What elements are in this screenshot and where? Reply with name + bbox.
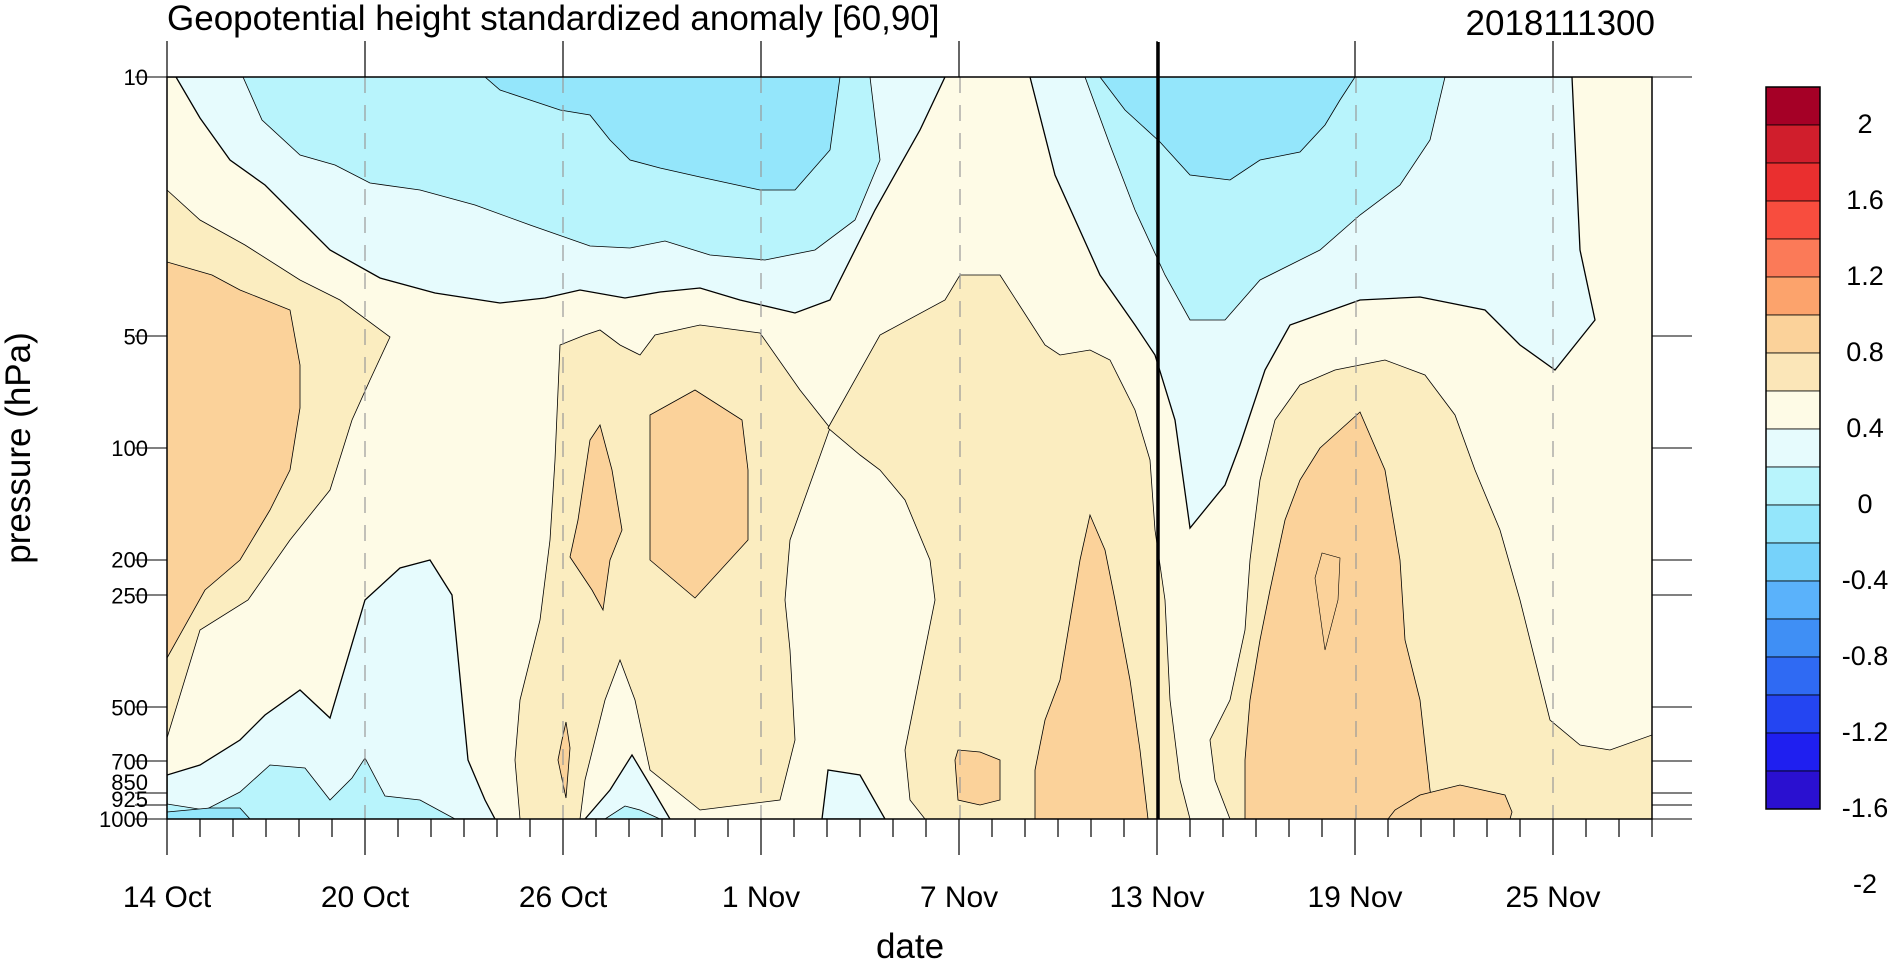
band-neg0.2-lower-left bbox=[167, 559, 496, 819]
band-0.4-peak1 bbox=[569, 424, 623, 612]
colorbar-swatch bbox=[1765, 238, 1821, 278]
band-neg0.2-lower-right bbox=[821, 769, 886, 819]
colorbar-label: 1.6 bbox=[1846, 185, 1884, 215]
x-axis-ticks bbox=[166, 41, 1653, 855]
date-gridlines bbox=[364, 77, 1554, 819]
colorbar-swatch bbox=[1765, 504, 1821, 544]
colorbar-label: -0.8 bbox=[1842, 641, 1889, 671]
colorbar-label: 0.4 bbox=[1846, 413, 1884, 443]
colorbar-swatch bbox=[1765, 162, 1821, 202]
colorbar-swatch bbox=[1765, 694, 1821, 734]
colorbar-swatch bbox=[1765, 390, 1821, 430]
colorbar bbox=[1765, 86, 1821, 810]
x-tick-label: 25 Nov bbox=[1505, 881, 1600, 914]
y-tick-label: 700 bbox=[111, 750, 148, 775]
y-tick-label: 100 bbox=[111, 436, 148, 461]
colorbar-swatch bbox=[1765, 276, 1821, 316]
band-neg0.4-lower-left bbox=[167, 757, 456, 819]
band-0.4-peak5 bbox=[1034, 513, 1149, 819]
colorbar-label: 1.2 bbox=[1846, 261, 1884, 291]
colorbar-swatch bbox=[1765, 428, 1821, 468]
band-neg0.6-lower-left bbox=[167, 807, 251, 819]
x-tick-label: 20 Oct bbox=[321, 881, 410, 914]
colorbar-label: 2 bbox=[1857, 109, 1872, 139]
colorbar-swatch bbox=[1765, 86, 1821, 126]
band-0.4-peak6 bbox=[1244, 411, 1436, 819]
y-tick-label: 10 bbox=[124, 65, 148, 90]
colorbar-swatch bbox=[1765, 124, 1821, 164]
y-tick-label: 1000 bbox=[99, 807, 148, 832]
colorbar-swatch bbox=[1765, 542, 1821, 582]
y-axis-label: pressure (hPa) bbox=[0, 332, 38, 563]
x-axis-tick-labels: 14 Oct 20 Oct 26 Oct 1 Nov 7 Nov 13 Nov 19 Nov… bbox=[123, 881, 1601, 914]
band-0.4-left bbox=[167, 261, 301, 659]
band-0.4-peak2 bbox=[649, 389, 749, 599]
colorbar-frame bbox=[1765, 86, 1821, 810]
band-0.4-peak4 bbox=[954, 749, 1001, 806]
y-tick-label: 850 bbox=[111, 770, 148, 795]
x-tick-label: 13 Nov bbox=[1109, 881, 1204, 914]
band-0.4-peak8 bbox=[1314, 552, 1341, 651]
colorbar-swatch bbox=[1765, 314, 1821, 354]
x-tick-label: 26 Oct bbox=[519, 881, 608, 914]
date-stamp: 2018111300 bbox=[1466, 4, 1655, 43]
y-tick-label: 50 bbox=[124, 324, 148, 349]
colorbar-swatch bbox=[1765, 618, 1821, 658]
colorbar-swatch bbox=[1765, 770, 1821, 810]
colorbar-label: -1.2 bbox=[1842, 717, 1889, 747]
band-0.4-peak3 bbox=[557, 721, 571, 799]
band-neg0.2-lower-mid bbox=[584, 753, 671, 819]
x-axis-label: date bbox=[876, 927, 944, 963]
x-tick-label: 1 Nov bbox=[722, 881, 800, 914]
colorbar-label: -1.6 bbox=[1842, 793, 1889, 823]
colorbar-swatch bbox=[1765, 200, 1821, 240]
contour-field bbox=[167, 77, 1652, 819]
band-neg0.6-upper-left bbox=[484, 77, 841, 191]
colorbar-label: -2 bbox=[1853, 869, 1877, 899]
colorbar-swatch bbox=[1765, 352, 1821, 392]
x-tick-label: 14 Oct bbox=[123, 881, 212, 914]
y-tick-label: 250 bbox=[111, 584, 148, 609]
chart-title: Geopotential height standardized anomaly… bbox=[167, 0, 939, 38]
colorbar-label: 0.8 bbox=[1846, 337, 1884, 367]
y-tick-label: 925 bbox=[111, 787, 148, 812]
plot-frame bbox=[166, 76, 1653, 820]
band-neg0.4-lower-mid bbox=[604, 805, 661, 819]
colorbar-swatch bbox=[1765, 466, 1821, 506]
colorbar-swatch bbox=[1765, 580, 1821, 620]
x-tick-label: 19 Nov bbox=[1307, 881, 1402, 914]
colorbar-swatch bbox=[1765, 732, 1821, 772]
colorbar-label: -0.4 bbox=[1842, 565, 1889, 595]
colorbar-swatch bbox=[1765, 656, 1821, 696]
band-neg0.6-upper-right bbox=[1099, 77, 1356, 181]
colorbar-labels: 2 1.6 1.2 0.8 0.4 0 -0.4 -0.8 -1.2 -1.6 -2 bbox=[1842, 109, 1889, 899]
band-0.4-peak7 bbox=[1387, 784, 1513, 819]
colorbar-label: 0 bbox=[1857, 489, 1872, 519]
x-tick-label: 7 Nov bbox=[920, 881, 998, 914]
y-tick-label: 500 bbox=[111, 695, 148, 720]
y-tick-label: 200 bbox=[111, 548, 148, 573]
